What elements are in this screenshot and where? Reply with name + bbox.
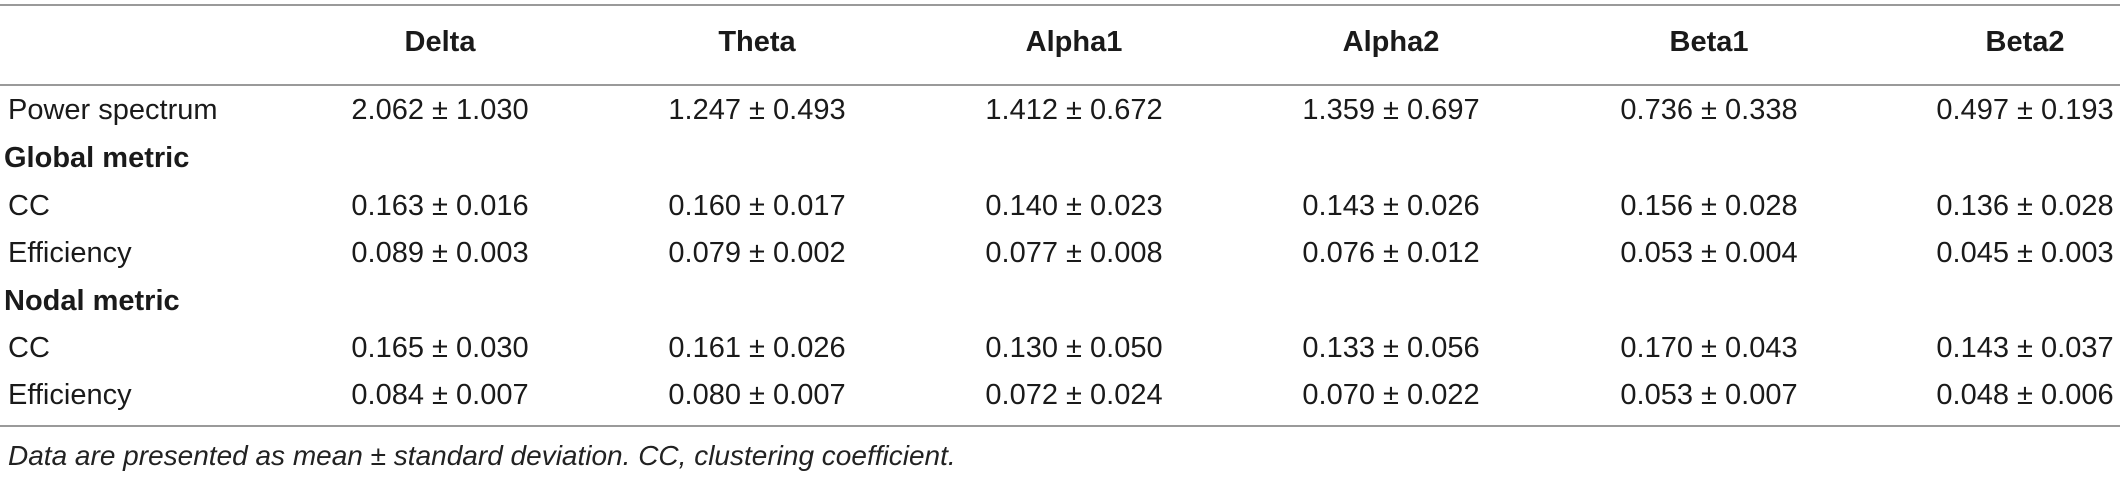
section-heading: Global metric [4,142,190,174]
top-rule [0,4,2120,6]
row-label: Power spectrum [8,94,218,126]
table-cell: 0.133 ± 0.056 [1302,332,1480,364]
table-cell: 1.247 ± 0.493 [668,94,846,126]
table-cell: 1.412 ± 0.672 [985,94,1163,126]
table-cell: 1.359 ± 0.697 [1302,94,1480,126]
row-label: CC [8,332,50,364]
column-header: Alpha2 [1342,26,1440,58]
bottom-rule [0,425,2120,427]
table-cell: 0.160 ± 0.017 [668,190,846,222]
column-header: Beta2 [1985,26,2065,58]
column-header: Alpha1 [1025,26,1123,58]
table-cell: 0.048 ± 0.006 [1936,379,2114,411]
table-cell: 0.143 ± 0.026 [1302,190,1480,222]
row-label: Efficiency [8,237,132,269]
table-cell: 0.161 ± 0.026 [668,332,846,364]
table-cell: 0.136 ± 0.028 [1936,190,2114,222]
section-heading: Nodal metric [4,285,180,317]
table-cell: 0.165 ± 0.030 [351,332,529,364]
row-label: Efficiency [8,379,132,411]
table-cell: 0.089 ± 0.003 [351,237,529,269]
table-cell: 0.072 ± 0.024 [985,379,1163,411]
table-cell: 0.076 ± 0.012 [1302,237,1480,269]
table-cell: 0.163 ± 0.016 [351,190,529,222]
table-cell: 2.062 ± 1.030 [351,94,529,126]
table-footnote: Data are presented as mean ± standard de… [8,440,956,471]
table-cell: 0.130 ± 0.050 [985,332,1163,364]
table-cell: 0.497 ± 0.193 [1936,94,2114,126]
column-header: Delta [404,26,476,58]
row-label: CC [8,190,50,222]
table-cell: 0.156 ± 0.028 [1620,190,1798,222]
table-cell: 0.084 ± 0.007 [351,379,529,411]
table-cell: 0.143 ± 0.037 [1936,332,2114,364]
table-cell: 0.045 ± 0.003 [1936,237,2114,269]
column-header: Theta [718,26,796,58]
table-cell: 0.053 ± 0.007 [1620,379,1798,411]
table-cell: 0.079 ± 0.002 [668,237,846,269]
table-cell: 0.736 ± 0.338 [1620,94,1798,126]
table-cell: 0.170 ± 0.043 [1620,332,1798,364]
table-cell: 0.140 ± 0.023 [985,190,1163,222]
table-cell: 0.077 ± 0.008 [985,237,1163,269]
column-header: Beta1 [1669,26,1749,58]
header-rule [0,84,2120,86]
table-cell: 0.070 ± 0.022 [1302,379,1480,411]
table-cell: 0.080 ± 0.007 [668,379,846,411]
table-cell: 0.053 ± 0.004 [1620,237,1798,269]
